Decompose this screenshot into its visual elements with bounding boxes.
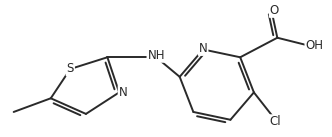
Text: S: S bbox=[67, 62, 74, 75]
Text: NH: NH bbox=[147, 49, 165, 62]
Text: Cl: Cl bbox=[270, 115, 281, 128]
Text: O: O bbox=[270, 4, 279, 17]
Text: OH: OH bbox=[305, 39, 323, 52]
Text: N: N bbox=[199, 42, 208, 55]
Text: N: N bbox=[119, 86, 127, 99]
